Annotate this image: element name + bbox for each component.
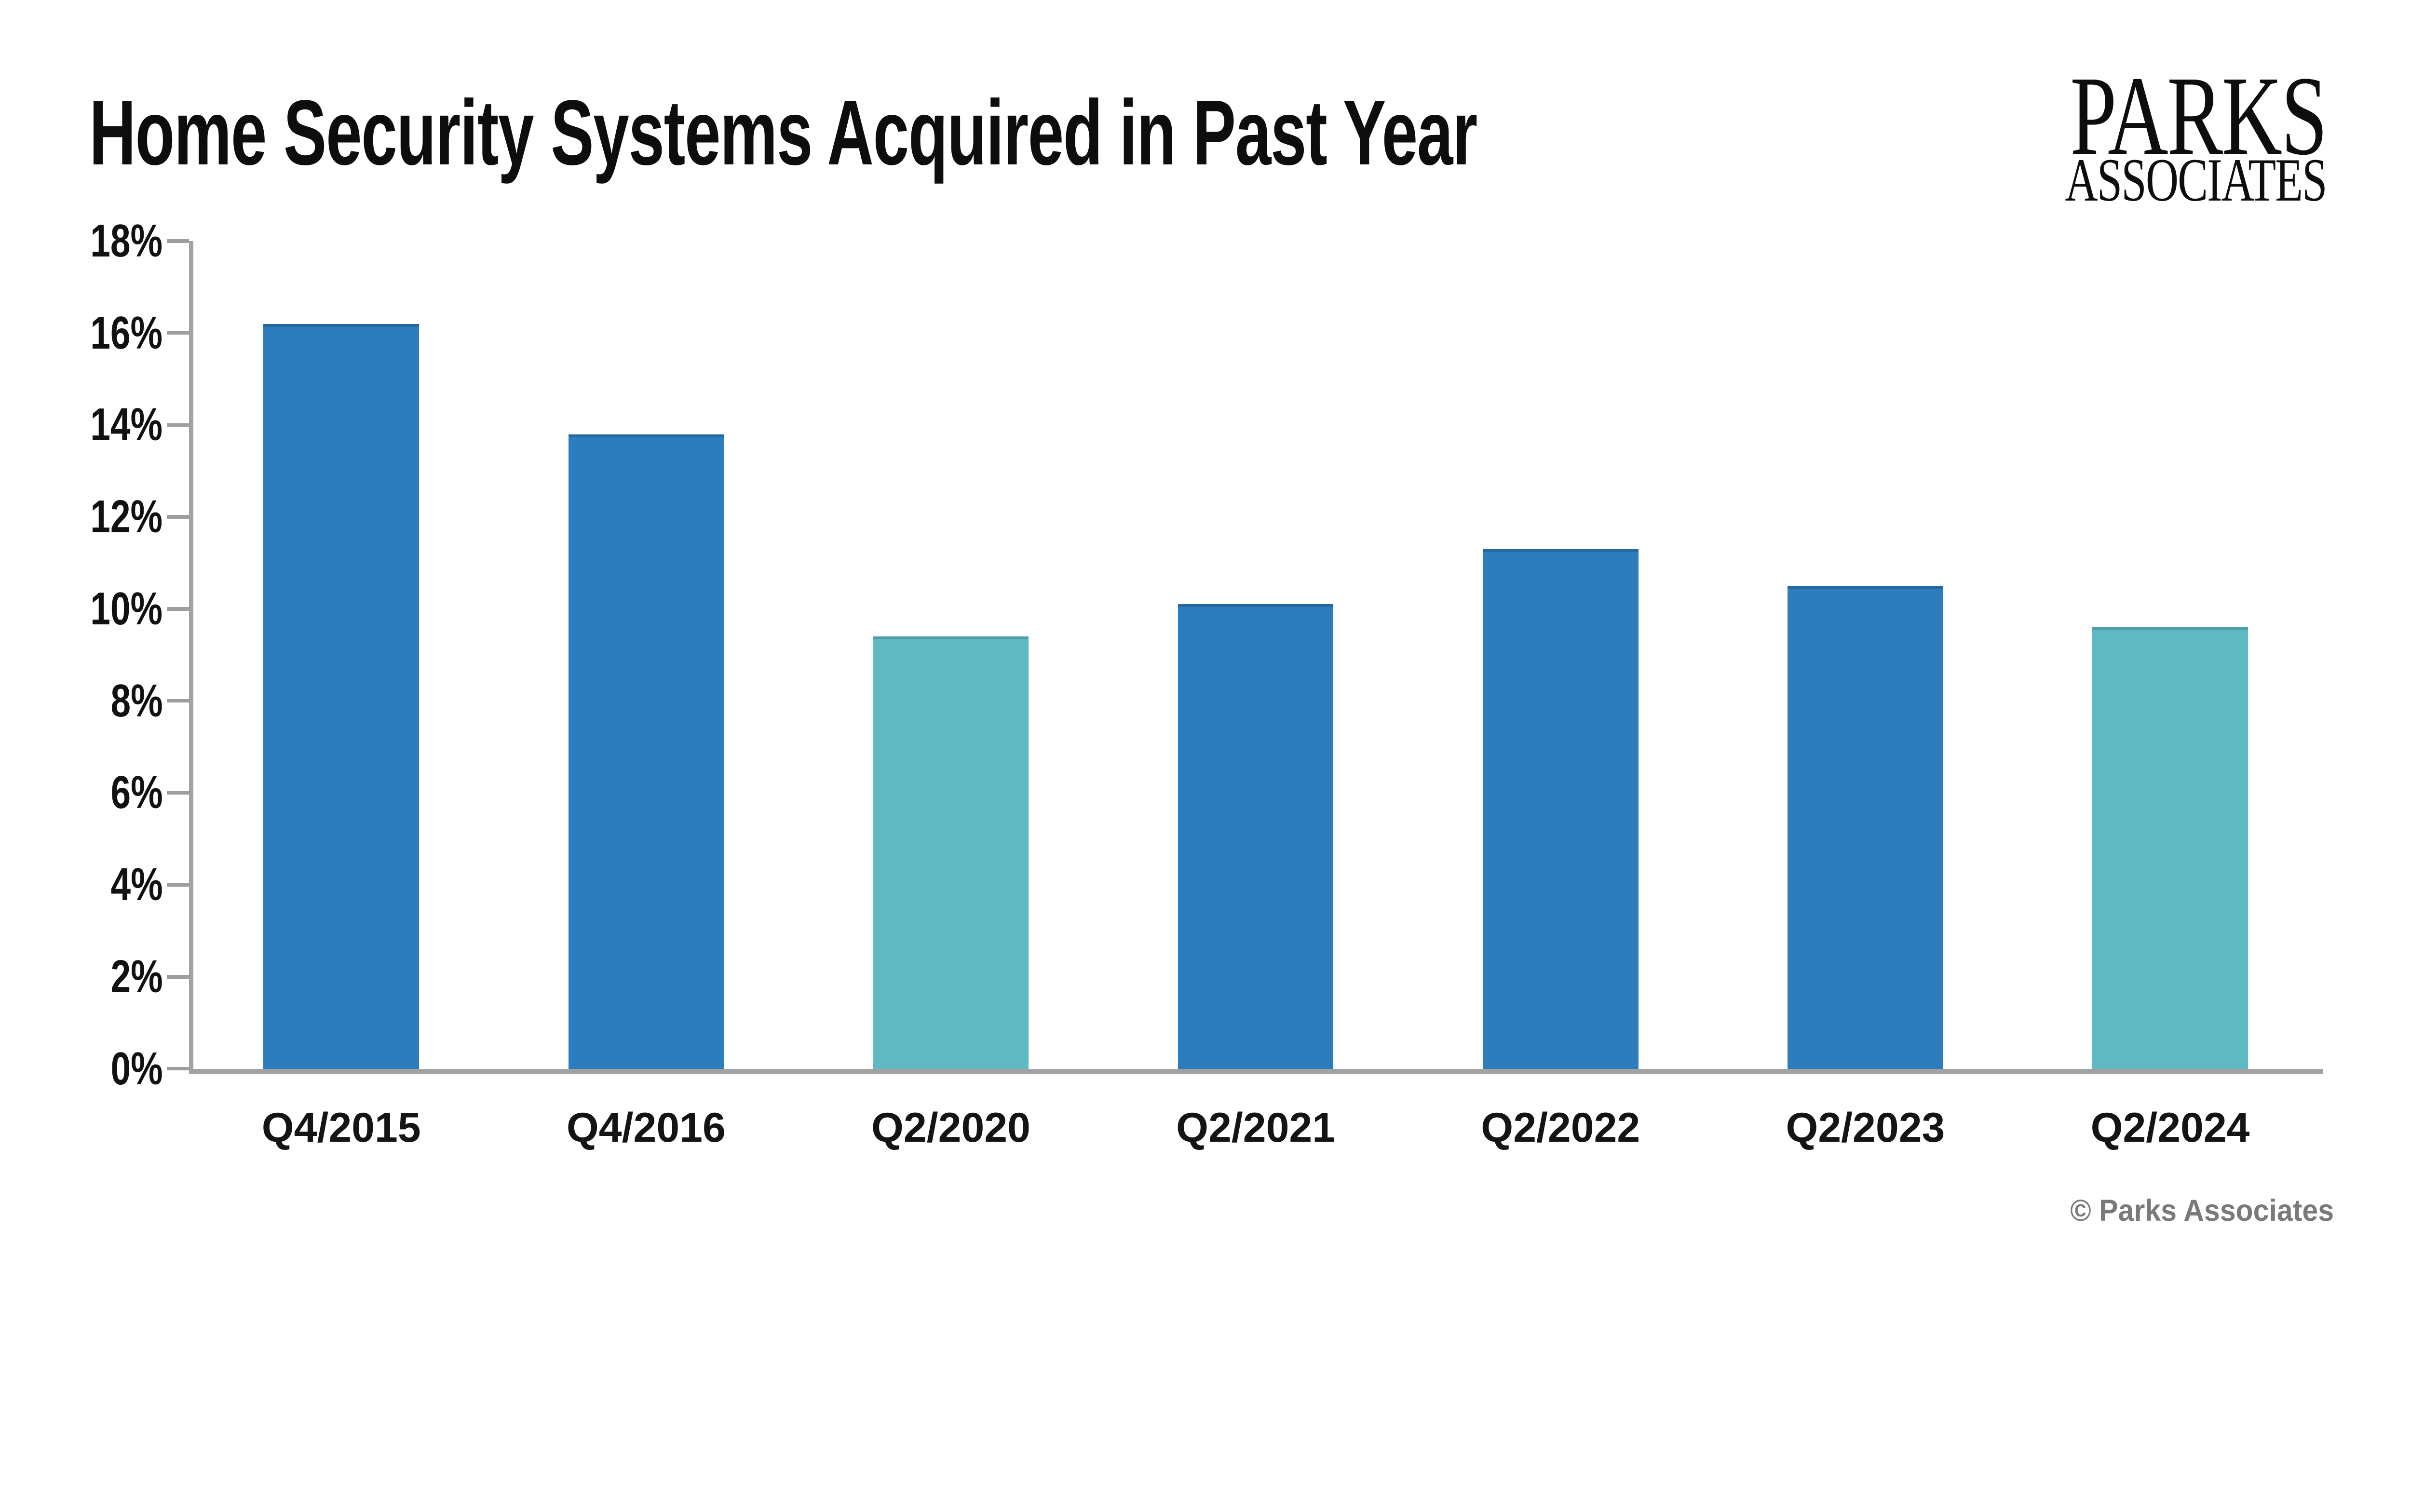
copyright-text: © Parks Associates: [2070, 1194, 2334, 1228]
bar-chart-plot-area: [189, 241, 2323, 1069]
y-axis-tick-label: 8%: [110, 675, 163, 727]
x-axis-label: Q2/2024: [2090, 1104, 2250, 1151]
y-axis-tick: [166, 883, 189, 887]
bar-slot: [2018, 241, 2322, 1069]
logo-associates-text: ASSOCIATES: [2065, 146, 2328, 214]
y-axis-tick: [166, 423, 189, 427]
bar-q2-2022: [1483, 549, 1639, 1069]
x-axis-label: Q4/2016: [566, 1104, 726, 1151]
y-axis-tick: [166, 239, 189, 243]
bar-q2-2024: [2092, 627, 2248, 1069]
parks-associates-logo: PARKS ASSOCIATES: [1973, 53, 2328, 214]
y-axis-tick-label: 2%: [110, 950, 163, 1002]
bar-q4-2016: [568, 434, 724, 1069]
y-axis-tick: [166, 975, 189, 979]
y-axis-tick: [166, 791, 189, 795]
bar-slot: [494, 241, 799, 1069]
bar-slot: [1408, 241, 1713, 1069]
y-axis-tick-label: 16%: [90, 307, 163, 359]
bar-slot: [1103, 241, 1408, 1069]
x-axis-line: [189, 1068, 2323, 1074]
bar-q2-2021: [1178, 604, 1334, 1069]
bar-slot: [189, 241, 494, 1069]
y-axis-tick-label: 0%: [110, 1042, 163, 1094]
x-axis-label: Q2/2020: [871, 1104, 1030, 1151]
x-axis-label: Q2/2021: [1176, 1104, 1336, 1151]
y-axis-tick: [166, 331, 189, 335]
x-axis-label: Q4/2015: [261, 1104, 421, 1151]
y-axis-tick: [166, 699, 189, 703]
chart-title: Home Security Systems Acquired in Past Y…: [89, 81, 1477, 184]
y-axis-tick: [166, 515, 189, 519]
bar-q4-2015: [263, 324, 419, 1069]
x-axis-label: Q2/2023: [1786, 1104, 1945, 1151]
y-axis-tick-label: 14%: [90, 399, 163, 451]
y-axis-tick: [166, 607, 189, 611]
bar-q2-2020: [873, 636, 1029, 1069]
y-axis-line: [189, 241, 193, 1072]
bar-q2-2023: [1788, 586, 1943, 1069]
y-axis-tick: [166, 1066, 189, 1071]
y-axis-tick-label: 10%: [90, 582, 163, 634]
x-axis-label: Q2/2022: [1481, 1104, 1640, 1151]
chart-page: Home Security Systems Acquired in Past Y…: [89, 53, 2334, 1228]
x-axis-labels: Q4/2015 Q4/2016 Q2/2020 Q2/2021 Q2/2022 Q2/20…: [189, 1103, 2323, 1153]
bar-slot: [1713, 241, 2018, 1069]
y-axis-tick-label: 18%: [90, 215, 163, 267]
y-axis-tick-label: 6%: [110, 767, 163, 819]
logo-parks-text: PARKS: [2070, 53, 2328, 178]
y-axis-tick-label: 12%: [90, 491, 163, 543]
bar-slot: [799, 241, 1103, 1069]
y-axis-tick-label: 4%: [110, 859, 163, 911]
